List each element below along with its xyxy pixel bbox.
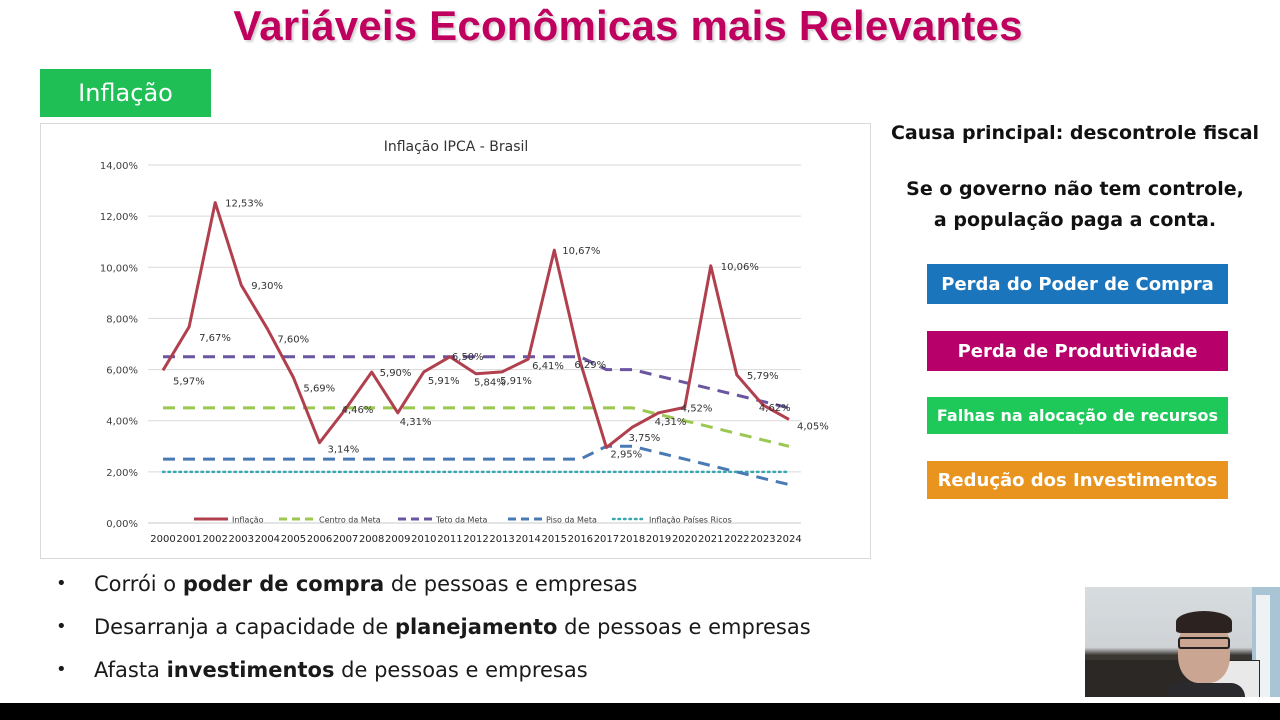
x-tick-label: 2005 xyxy=(281,534,306,545)
data-label: 10,67% xyxy=(562,246,600,257)
data-label: 4,05% xyxy=(797,421,829,432)
x-tick-label: 2009 xyxy=(385,534,410,545)
x-tick-label: 2000 xyxy=(150,534,175,545)
chart-title: Inflação IPCA - Brasil xyxy=(384,139,529,155)
data-label: 5,97% xyxy=(173,376,205,387)
data-label: 9,30% xyxy=(251,281,283,292)
data-label: 5,79% xyxy=(747,371,779,382)
x-tick-label: 2015 xyxy=(542,534,567,545)
bullet-icon: • xyxy=(56,659,67,680)
x-tick-label: 2002 xyxy=(202,534,227,545)
legend-label: Centro da Meta xyxy=(319,516,381,525)
y-tick-label: 0,00% xyxy=(106,519,138,530)
y-tick-label: 8,00% xyxy=(106,314,138,325)
x-tick-label: 2012 xyxy=(463,534,488,545)
x-tick-label: 2004 xyxy=(255,534,280,545)
data-label: 6,29% xyxy=(574,360,606,371)
effect-loss-purchasing-power: Perda do Poder de Compra xyxy=(927,264,1228,304)
slide-title: Variáveis Econômicas mais Relevantes xyxy=(233,2,1023,49)
x-tick-label: 2023 xyxy=(750,534,775,545)
data-label: 4,52% xyxy=(681,403,713,414)
x-tick-label: 2008 xyxy=(359,534,384,545)
x-tick-label: 2013 xyxy=(489,534,514,545)
x-tick-label: 2021 xyxy=(698,534,723,545)
series-inflação xyxy=(161,201,790,450)
data-label: 5,91% xyxy=(428,376,460,387)
bullet-item: • Corrói o poder de compra de pessoas e … xyxy=(56,566,876,609)
cause-explanation: Se o governo não tem controle, a populaç… xyxy=(880,174,1270,236)
series-teto-da-meta xyxy=(163,355,790,410)
x-tick-label: 2016 xyxy=(568,534,593,545)
x-tick-label: 2007 xyxy=(333,534,358,545)
x-tick-label: 2006 xyxy=(307,534,332,545)
bullet-text: Desarranja a capacidade de planejamento … xyxy=(94,615,811,639)
effect-investment-reduction: Redução dos Investimentos xyxy=(927,461,1228,499)
x-tick-label: 2003 xyxy=(229,534,254,545)
effect-loss-productivity: Perda de Produtividade xyxy=(927,331,1228,371)
x-tick-label: 2018 xyxy=(620,534,645,545)
data-label: 4,31% xyxy=(655,417,687,428)
y-tick-label: 2,00% xyxy=(106,468,138,479)
section-tag-inflacao: Inflação xyxy=(40,69,211,117)
x-tick-label: 2024 xyxy=(776,534,801,545)
effect-resource-misallocation: Falhas na alocação de recursos xyxy=(927,397,1228,434)
x-tick-label: 2022 xyxy=(724,534,749,545)
data-label: 4,46% xyxy=(342,405,374,416)
legend-label: Inflação xyxy=(232,516,264,525)
glasses-icon xyxy=(1178,637,1230,649)
inflation-chart: Inflação IPCA - Brasil 0,00% 2,00% 4,00% 6,0… xyxy=(40,123,871,559)
y-tick-label: 6,00% xyxy=(106,366,138,377)
y-tick-label: 4,00% xyxy=(106,417,138,428)
cause-explanation-line-1: Se o governo não tem controle, xyxy=(906,178,1244,200)
data-label: 10,06% xyxy=(721,262,759,273)
data-label: 4,62% xyxy=(759,403,791,414)
bottom-black-bar xyxy=(0,703,1280,720)
main-cause-heading: Causa principal: descontrole fiscal xyxy=(890,122,1260,144)
bullet-icon: • xyxy=(56,616,67,637)
presenter-webcam xyxy=(1085,587,1280,697)
chart-canvas: Inflação IPCA - Brasil 0,00% 2,00% 4,00% 6,0… xyxy=(100,139,829,545)
data-label: 3,14% xyxy=(328,445,360,456)
data-label: 12,53% xyxy=(225,199,263,210)
series-centro-da-meta xyxy=(163,406,790,448)
x-tick-label: 2010 xyxy=(411,534,436,545)
bullet-text: Afasta investimentos de pessoas e empres… xyxy=(94,658,588,682)
legend-label: Piso da Meta xyxy=(546,516,597,525)
bullet-item: • Afasta investimentos de pessoas e empr… xyxy=(56,652,876,695)
bullet-icon: • xyxy=(56,573,67,594)
bullet-item: • Desarranja a capacidade de planejament… xyxy=(56,609,876,652)
x-tick-label: 2001 xyxy=(176,534,201,545)
data-label: 5,69% xyxy=(303,383,335,394)
x-tick-label: 2017 xyxy=(594,534,619,545)
series-piso-da-meta xyxy=(163,444,790,487)
y-tick-label: 12,00% xyxy=(100,212,138,223)
legend-label: Teto da Meta xyxy=(435,516,488,525)
x-tick-label: 2011 xyxy=(437,534,462,545)
data-label: 7,67% xyxy=(199,333,231,344)
data-label: 2,95% xyxy=(610,450,642,461)
data-label: 6,50% xyxy=(452,352,484,363)
data-label: 3,75% xyxy=(629,433,661,444)
data-label: 6,41% xyxy=(532,361,564,372)
cause-explanation-line-2: a população paga a conta. xyxy=(933,209,1217,231)
data-label: 7,60% xyxy=(277,335,309,346)
bullet-text: Corrói o poder de compra de pessoas e em… xyxy=(94,572,638,596)
y-tick-label: 14,00% xyxy=(100,161,138,172)
x-tick-label: 2020 xyxy=(672,534,697,545)
data-label: 5,90% xyxy=(380,368,412,379)
x-tick-label: 2014 xyxy=(515,534,540,545)
data-label: 4,31% xyxy=(400,417,432,428)
data-label: 5,91% xyxy=(500,376,532,387)
y-tick-label: 10,00% xyxy=(100,263,138,274)
legend-label: Inflação Países Ricos xyxy=(649,516,732,525)
data-label: 5,84% xyxy=(474,378,506,389)
x-tick-label: 2019 xyxy=(646,534,671,545)
bullet-list: • Corrói o poder de compra de pessoas e … xyxy=(56,566,876,695)
